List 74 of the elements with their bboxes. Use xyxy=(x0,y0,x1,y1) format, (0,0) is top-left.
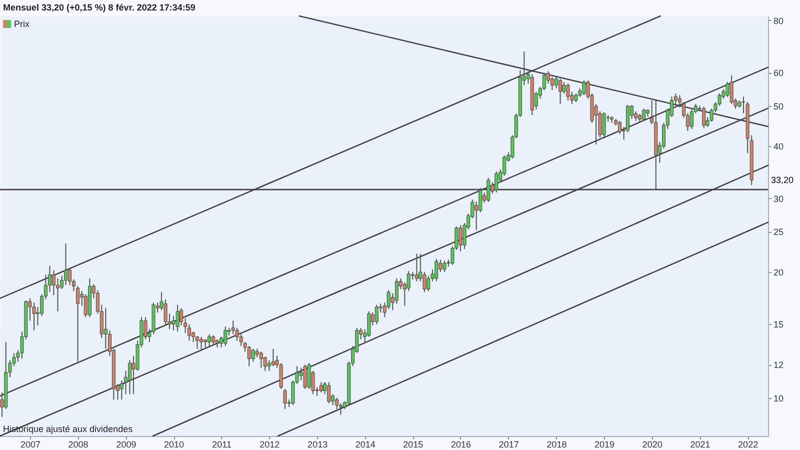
candlestick xyxy=(56,278,60,312)
candlestick xyxy=(208,334,212,347)
candlestick xyxy=(566,83,570,101)
y-tick-label: 20 xyxy=(774,268,784,278)
candlestick xyxy=(562,81,566,94)
x-tick-label: 2007 xyxy=(20,440,41,450)
candlestick xyxy=(247,346,251,367)
candlestick xyxy=(64,243,68,286)
candlestick xyxy=(458,224,462,252)
candlestick xyxy=(582,80,586,96)
candlestick xyxy=(558,78,562,104)
candlestick xyxy=(176,304,180,332)
candlestick xyxy=(374,304,378,325)
x-tick-label: 2011 xyxy=(212,440,232,450)
candlestick xyxy=(192,331,196,342)
x-tick-label: 2017 xyxy=(498,440,519,450)
candlestick xyxy=(76,286,80,362)
candlestick xyxy=(434,258,438,282)
candlestick xyxy=(104,308,108,350)
candlestick xyxy=(406,270,410,292)
candlestick xyxy=(271,348,275,367)
y-tick-label: 40 xyxy=(774,142,784,152)
candlestick xyxy=(386,290,390,310)
candlestick xyxy=(128,360,132,395)
x-tick-label: 2014 xyxy=(355,440,376,450)
chart-title: Mensuel 33,20 (+0,15 %) 8 févr. 2022 17:34:59 xyxy=(3,2,196,12)
candlestick xyxy=(414,253,418,282)
x-tick-label: 2021 xyxy=(690,440,710,450)
candlestick xyxy=(335,397,339,410)
candlestick xyxy=(426,275,430,292)
x-tick-label: 2012 xyxy=(260,440,280,450)
x-tick-label: 2013 xyxy=(308,440,328,450)
x-tick-label: 2008 xyxy=(68,440,88,450)
candlestick xyxy=(678,94,682,108)
candlestick xyxy=(224,326,228,347)
x-tick-label: 2022 xyxy=(738,440,758,450)
x-tick-label: 2009 xyxy=(116,440,136,450)
candlestick xyxy=(303,364,307,390)
candlestick xyxy=(554,76,558,89)
candlestick xyxy=(550,76,554,91)
x-tick-label: 2015 xyxy=(403,440,424,450)
candlestick xyxy=(319,382,323,393)
candlestick xyxy=(602,112,606,138)
x-tick-label: 2016 xyxy=(450,440,471,450)
y-tick-label: 10 xyxy=(774,393,784,404)
candlestick xyxy=(283,388,287,410)
candlestick xyxy=(251,348,255,362)
candlestick xyxy=(32,302,36,331)
y-tick-label: 15 xyxy=(774,320,784,330)
candlestick xyxy=(172,315,176,331)
candlestick xyxy=(618,120,622,134)
candlestick xyxy=(52,270,56,296)
x-tick-label: 2020 xyxy=(642,440,662,450)
text: 33,20 xyxy=(771,175,794,186)
candlestick xyxy=(48,265,52,293)
legend-label: Prix xyxy=(14,19,30,29)
x-tick-label: 2010 xyxy=(164,440,184,450)
y-tick-label: 30 xyxy=(774,194,784,204)
candlestick xyxy=(730,74,734,104)
y-tick-label: 80 xyxy=(774,16,784,26)
candlestick xyxy=(212,334,216,346)
y-tick-label: 12 xyxy=(774,360,784,370)
y-tick-label: 25 xyxy=(774,227,784,238)
candlestick xyxy=(394,278,398,304)
candlestick xyxy=(200,336,204,351)
y-tick-label: 50 xyxy=(774,101,784,112)
x-tick-label: 2018 xyxy=(546,440,567,450)
y-tick-label: 60 xyxy=(774,68,784,78)
candlestick xyxy=(642,108,646,122)
candlestick xyxy=(327,382,331,404)
candlestick xyxy=(442,260,446,273)
candlestick xyxy=(263,356,267,372)
candlestick xyxy=(259,351,263,368)
x-tick-label: 2019 xyxy=(594,440,615,450)
